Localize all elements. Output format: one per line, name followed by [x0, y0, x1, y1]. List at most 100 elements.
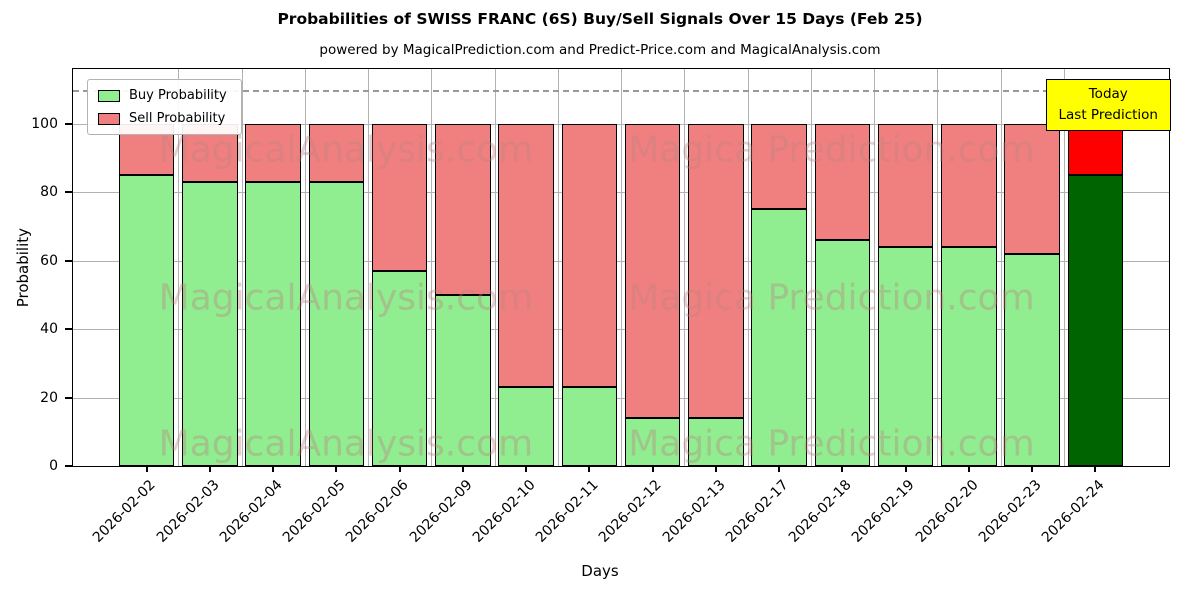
y-tick-label: 40 — [40, 321, 58, 338]
x-tick-mark — [714, 467, 717, 472]
bar-buy-segment — [688, 418, 744, 466]
gridline-vertical — [241, 69, 243, 466]
bar-sell-segment — [498, 123, 554, 388]
x-tick-label: 2026-02-11 — [532, 477, 602, 546]
bar-sell-segment — [1067, 123, 1124, 176]
gridline-vertical — [178, 69, 180, 466]
gridline-vertical — [810, 69, 812, 466]
x-tick-label: 2026-02-10 — [469, 477, 539, 546]
legend-item-buy: Buy Probability — [98, 88, 227, 103]
x-tick-label: 2026-02-24 — [1038, 477, 1108, 546]
gridline-vertical — [874, 69, 875, 466]
x-tick-mark — [145, 467, 148, 472]
today-annotation: Today Last Prediction — [1045, 79, 1171, 131]
gridline-vertical — [1063, 69, 1065, 466]
bar-sell-segment — [371, 123, 428, 271]
bar-buy-segment — [1004, 253, 1060, 466]
x-tick-mark — [841, 467, 844, 472]
bar-sell-segment — [435, 123, 491, 295]
legend-item-sell: Sell Probability — [98, 111, 227, 126]
x-tick-label: 2026-02-12 — [596, 477, 665, 546]
x-tick-label: 2026-02-19 — [849, 477, 918, 546]
watermark-text: MagicalAnalysis.com — [158, 423, 534, 465]
sell-color-swatch — [98, 112, 120, 125]
gridline-horizontal — [73, 466, 1169, 467]
y-tick-mark — [65, 191, 72, 194]
x-axis-label: Days — [581, 562, 619, 580]
gridline-vertical — [368, 69, 369, 466]
gridline-vertical — [431, 69, 433, 466]
bar-sell-segment — [814, 123, 871, 241]
x-tick-mark — [335, 467, 338, 472]
watermark-text: Magica Prediction.com — [628, 129, 1035, 171]
gridline-vertical — [684, 69, 686, 466]
dashed-threshold-line — [73, 89, 1169, 92]
x-tick-label: 2026-02-09 — [406, 477, 476, 546]
bar-buy-segment — [245, 181, 301, 466]
x-tick-mark — [1094, 467, 1097, 472]
y-tick-mark — [65, 122, 72, 125]
bar-sell-segment — [624, 123, 681, 419]
y-tick-mark — [65, 465, 72, 467]
bar-sell-segment — [245, 123, 301, 182]
x-tick-label: 2026-02-04 — [216, 477, 286, 546]
bar-buy-segment — [498, 387, 554, 466]
bar-buy-segment — [561, 387, 618, 466]
bar-buy-segment — [118, 175, 175, 466]
bar-buy-segment — [751, 209, 807, 466]
y-tick-label: 60 — [40, 252, 58, 269]
gridline-vertical — [621, 69, 622, 466]
y-tick-label: 0 — [49, 458, 58, 474]
x-tick-label: 2026-02-03 — [153, 477, 223, 546]
buy-color-swatch — [98, 89, 120, 102]
watermark-text: Magica Prediction.com — [628, 277, 1035, 319]
gridline-vertical — [937, 69, 939, 466]
bar-buy-segment — [1067, 175, 1124, 466]
bar-sell-segment — [688, 123, 744, 419]
x-tick-mark — [1031, 467, 1034, 472]
x-tick-label: 2026-02-17 — [722, 477, 792, 546]
y-tick-label: 100 — [31, 115, 58, 132]
annotation-line-1: Today — [1088, 86, 1128, 102]
gridline-vertical — [747, 69, 749, 466]
watermark-text: MagicalAnalysis.com — [158, 277, 534, 319]
x-tick-mark — [904, 467, 907, 472]
x-tick-label: 2026-02-06 — [343, 477, 412, 546]
annotation-line-2: Last Prediction — [1058, 106, 1158, 123]
bar-buy-segment — [624, 418, 681, 466]
x-tick-label: 2026-02-13 — [659, 477, 729, 546]
x-tick-label: 2026-02-02 — [90, 477, 159, 546]
gridline-vertical — [557, 69, 559, 466]
y-tick-mark — [65, 396, 72, 399]
bar-sell-segment — [941, 123, 997, 247]
legend-label-sell: Sell Probability — [129, 111, 226, 126]
bar-sell-segment — [561, 123, 618, 388]
legend-label-buy: Buy Probability — [129, 88, 227, 103]
x-tick-mark — [461, 467, 464, 472]
y-tick-mark — [65, 259, 72, 262]
legend: Buy Probability Sell Probability — [87, 79, 242, 135]
x-tick-mark — [651, 467, 654, 472]
gridline-vertical — [1000, 69, 1002, 466]
gridline-vertical — [494, 69, 496, 466]
chart-title: Probabilities of SWISS FRANC (6S) Buy/Se… — [277, 10, 923, 28]
x-tick-mark — [272, 467, 275, 472]
y-tick-mark — [65, 328, 72, 331]
bar-buy-segment — [371, 270, 428, 466]
watermark-text: Magica Prediction.com — [628, 423, 1035, 465]
plot-area: Buy Probability Sell Probability Magical… — [72, 68, 1170, 467]
bar-sell-segment — [877, 123, 934, 247]
y-tick-label: 20 — [40, 389, 58, 406]
x-tick-label: 2026-02-23 — [975, 477, 1045, 546]
x-tick-label: 2026-02-18 — [785, 477, 855, 546]
bar-buy-segment — [814, 240, 871, 466]
x-tick-label: 2026-02-20 — [912, 477, 982, 546]
bar-sell-segment — [308, 123, 365, 182]
x-tick-mark — [398, 467, 401, 472]
watermark-text: MagicalAnalysis.com — [158, 129, 534, 171]
x-tick-label: 2026-02-05 — [279, 477, 349, 546]
chart-subtitle: powered by MagicalPrediction.com and Pre… — [319, 42, 881, 58]
y-tick-label: 80 — [40, 184, 58, 201]
bar-buy-segment — [308, 181, 365, 466]
x-tick-mark — [208, 467, 211, 472]
